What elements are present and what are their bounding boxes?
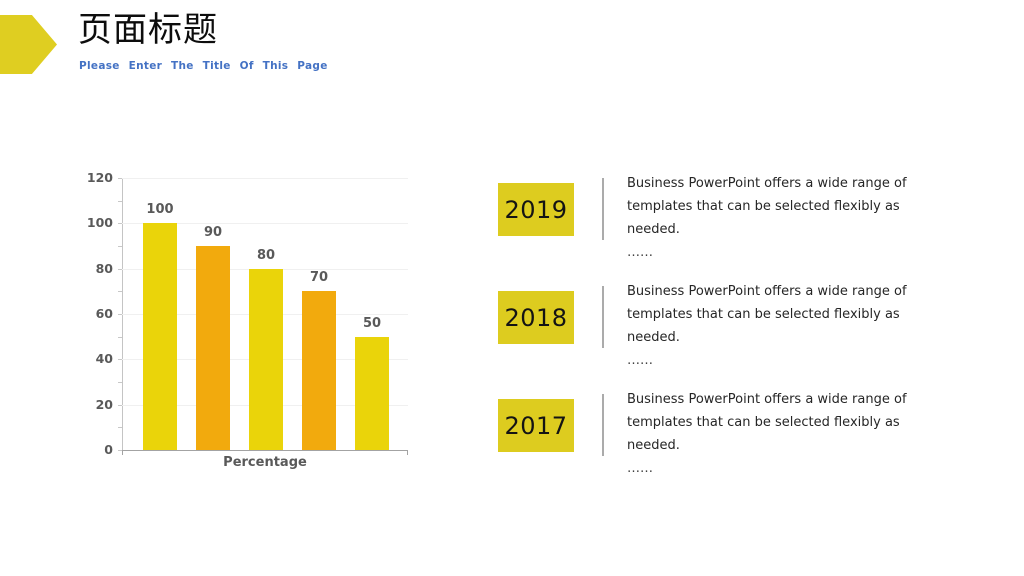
divider-line	[602, 394, 604, 456]
x-axis-title: Percentage	[223, 455, 307, 470]
bar-chart-plot: 0 20 40 60 80 100 120 100 90 80 70 50	[85, 165, 425, 480]
description-text[interactable]: Business PowerPoint offers a wide range …	[627, 280, 927, 372]
description-line: templates that can be selected flexibly …	[627, 415, 900, 430]
page-title[interactable]: 页面标题	[78, 10, 218, 50]
bar[interactable]	[196, 246, 230, 450]
y-axis-tick	[118, 359, 122, 361]
y-axis-label: 0	[104, 442, 113, 457]
divider-line	[602, 286, 604, 348]
bar[interactable]	[355, 336, 389, 450]
y-axis-tick	[118, 178, 122, 179]
y-axis-label: 80	[95, 260, 113, 276]
y-axis-label: 40	[95, 351, 113, 367]
y-axis-tick	[118, 427, 122, 429]
page-subtitle[interactable]: Please Enter The Title Of This Page	[79, 60, 328, 72]
bar-value-label: 90	[203, 225, 223, 240]
ellipsis-text: ……	[627, 461, 653, 476]
y-axis-tick	[118, 450, 122, 451]
year-badge[interactable]: 2017	[498, 399, 574, 452]
description-line: Business PowerPoint offers a wide range …	[627, 392, 907, 407]
y-axis-tick	[118, 336, 122, 338]
y-axis-tick	[118, 291, 122, 293]
description-line: Business PowerPoint offers a wide range …	[627, 284, 907, 299]
y-axis-label: 100	[86, 215, 113, 231]
y-axis-tick	[118, 200, 122, 202]
y-axis-tick	[118, 314, 122, 315]
ellipsis-text: ……	[627, 245, 653, 260]
bar-value-label: 80	[256, 247, 276, 263]
year-badge[interactable]: 2019	[498, 183, 574, 236]
y-axis-tick	[118, 268, 122, 270]
y-axis-tick	[118, 404, 122, 406]
description-line: needed.	[627, 222, 680, 237]
x-axis-tick	[122, 450, 123, 455]
divider-line	[602, 178, 604, 240]
description-line: templates that can be selected flexibly …	[627, 199, 900, 214]
y-axis-label: 120	[86, 170, 113, 185]
y-axis-label: 60	[95, 306, 113, 321]
bar-value-label: 100	[146, 202, 174, 218]
x-axis-line	[122, 450, 408, 451]
bar[interactable]	[143, 223, 177, 450]
description-line: Business PowerPoint offers a wide range …	[627, 176, 907, 191]
y-axis-label: 20	[95, 396, 113, 412]
description-line: needed.	[627, 438, 680, 453]
bar[interactable]	[249, 268, 283, 450]
y-axis-tick	[118, 246, 122, 247]
y-axis-tick	[118, 382, 122, 383]
description-text[interactable]: Business PowerPoint offers a wide range …	[627, 388, 927, 480]
bar-value-label: 50	[362, 315, 382, 331]
arrow-icon	[0, 15, 57, 74]
gridline	[122, 223, 408, 225]
ellipsis-text: ……	[627, 353, 653, 368]
description-line: templates that can be selected flexibly …	[627, 307, 900, 322]
bar-chart[interactable]: 0 20 40 60 80 100 120 100 90 80 70 50 Percentage	[85, 165, 425, 480]
bar-value-label: 70	[309, 270, 329, 286]
year-badge[interactable]: 2018	[498, 291, 574, 344]
gridline	[122, 178, 408, 179]
bar[interactable]	[302, 291, 336, 450]
x-axis-tick	[407, 450, 408, 455]
y-axis-tick	[118, 223, 122, 225]
description-line: needed.	[627, 330, 680, 345]
description-text[interactable]: Business PowerPoint offers a wide range …	[627, 172, 927, 264]
